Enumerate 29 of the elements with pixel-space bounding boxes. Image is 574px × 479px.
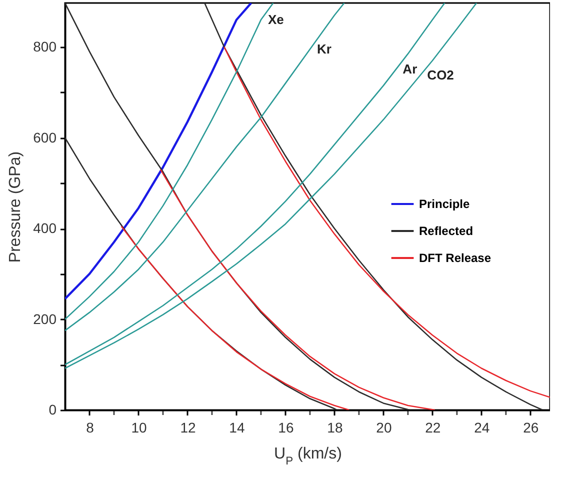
y-tick-label: 0 [48,402,57,418]
x-tick-label: 14 [229,420,245,436]
annotation: Xe [268,12,284,27]
x-tick-label: 18 [327,420,343,436]
y-tick-label: 600 [33,129,57,146]
line-series [65,3,345,332]
annotation: Ar [402,62,418,77]
annotation: CO2 [427,68,454,83]
y-tick-label: 200 [33,310,57,327]
x-tick-label: 26 [523,420,539,436]
x-tick-label: 8 [86,420,94,436]
line-series [65,3,252,300]
line-series [224,46,550,398]
legend-label: Principle [419,197,470,211]
x-tick-label: 10 [131,420,147,436]
x-tick-label: 24 [474,420,490,436]
legend-label: DFT Release [419,251,492,265]
x-tick-label: 12 [180,420,196,436]
x-axis-title: U$_{P}$ (km/s) [274,446,342,468]
y-axis-title: Pressure (GPa) [7,151,24,263]
line-series [120,226,350,410]
y-tick-label: 400 [33,220,57,236]
legend-label: Reflected [419,224,474,238]
annotation: Kr [316,41,332,56]
x-tick-label: 22 [425,420,441,436]
y-tick-label: 800 [33,38,57,55]
line-series [204,3,544,410]
x-tick-label: 20 [376,420,392,436]
x-tick-label: 16 [278,420,294,436]
